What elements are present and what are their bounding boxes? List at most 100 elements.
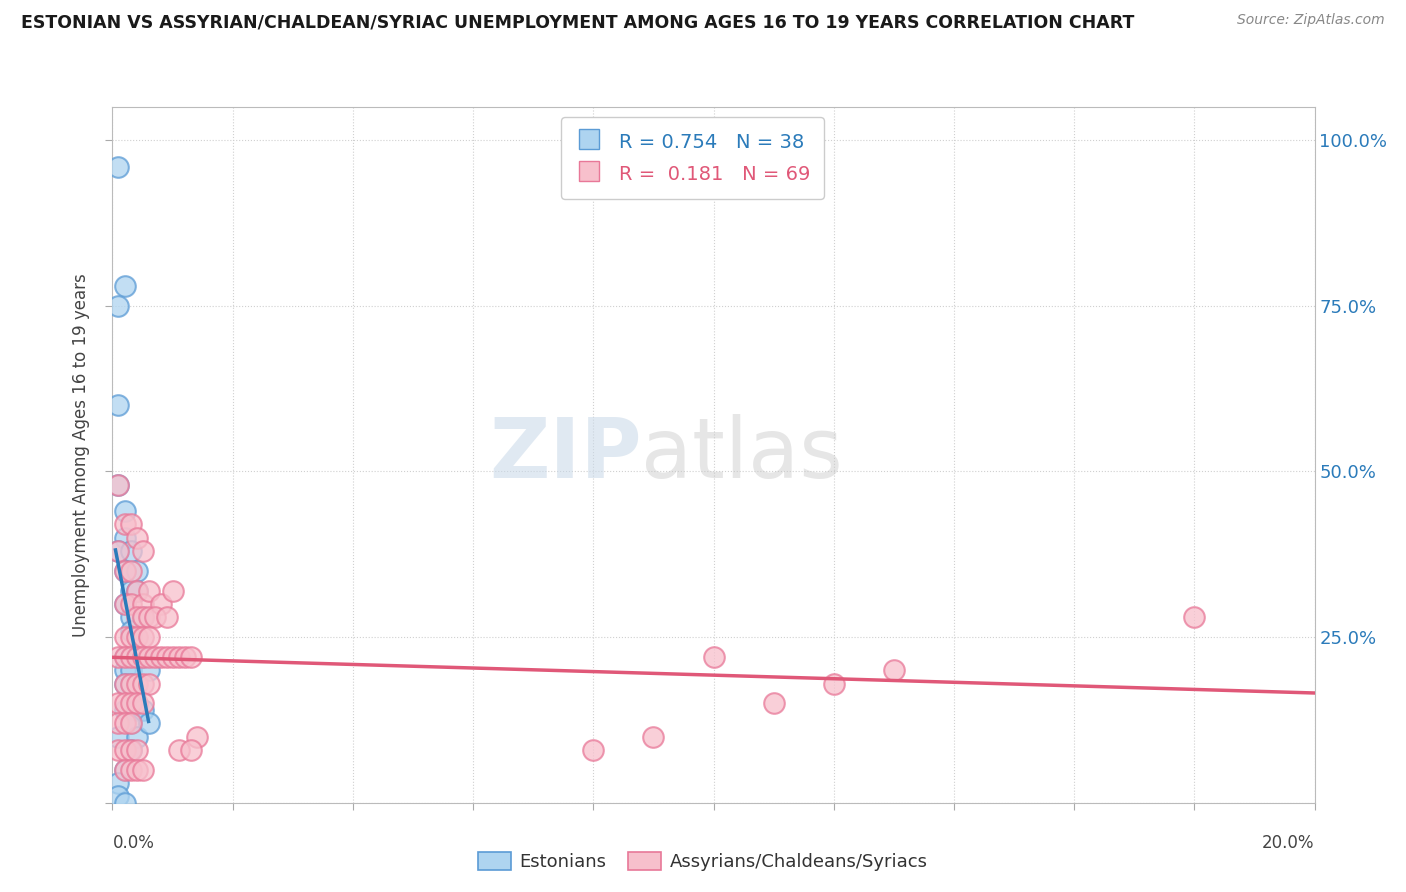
Point [125,583,148,598]
Point [155,650,177,665]
Point [120,624,142,638]
Point [120,716,142,731]
Point [120,544,142,558]
Point [125,630,148,644]
Point [107,160,129,174]
Text: 0.0%: 0.0% [112,834,155,852]
Point [582,743,605,757]
Point [120,663,142,677]
Point [107,730,129,744]
Point [762,697,785,711]
Point [125,763,148,777]
Point [131,610,153,624]
Text: ZIP: ZIP [489,415,641,495]
Point [173,650,195,665]
Point [107,716,129,731]
Point [125,743,148,757]
Point [186,730,208,744]
Point [155,610,177,624]
Point [131,630,153,644]
Point [114,531,136,545]
Point [167,743,190,757]
Point [107,477,129,491]
Point [107,789,129,804]
Point [114,663,136,677]
Point [125,676,148,690]
Point [120,583,142,598]
Point [131,676,153,690]
Text: atlas: atlas [641,415,844,495]
Point [120,676,142,690]
Point [131,650,153,665]
Point [114,650,136,665]
Point [131,763,153,777]
Point [114,716,136,731]
Text: ESTONIAN VS ASSYRIAN/CHALDEAN/SYRIAC UNEMPLOYMENT AMONG AGES 16 TO 19 YEARS CORR: ESTONIAN VS ASSYRIAN/CHALDEAN/SYRIAC UNE… [21,13,1135,31]
Point [120,650,142,665]
Point [167,650,190,665]
Point [114,279,136,293]
Point [125,610,148,624]
Point [883,663,905,677]
Point [114,597,136,611]
Text: Source: ZipAtlas.com: Source: ZipAtlas.com [1237,13,1385,28]
Point [138,583,160,598]
Point [114,743,136,757]
Point [120,716,142,731]
Point [107,544,129,558]
Point [125,650,148,665]
Point [107,544,129,558]
Point [107,776,129,790]
Point [131,597,153,611]
Point [162,650,184,665]
Point [114,697,136,711]
Point [149,650,172,665]
Point [131,610,153,624]
Point [1184,610,1206,624]
Point [120,743,142,757]
Point [138,630,160,644]
Point [120,763,142,777]
Point [149,597,172,611]
Point [138,663,160,677]
Point [107,398,129,412]
Point [180,743,202,757]
Point [114,630,136,644]
Point [143,650,166,665]
Point [114,597,136,611]
Point [138,716,160,731]
Point [823,676,845,690]
Point [125,650,148,665]
Point [114,763,136,777]
Point [114,504,136,518]
Point [107,650,129,665]
Point [702,650,725,665]
Point [643,730,665,744]
Point [107,299,129,313]
Legend: Estonians, Assyrians/Chaldeans/Syriacs: Estonians, Assyrians/Chaldeans/Syriacs [471,845,935,879]
Point [125,531,148,545]
Point [107,697,129,711]
Point [114,796,136,810]
Point [114,676,136,690]
Point [125,730,148,744]
Point [138,650,160,665]
Point [162,583,184,598]
Point [143,610,166,624]
Point [120,564,142,578]
Point [120,610,142,624]
Point [114,763,136,777]
Point [120,676,142,690]
Point [125,697,148,711]
Point [138,676,160,690]
Point [131,544,153,558]
Point [107,477,129,491]
Point [125,703,148,717]
Point [114,650,136,665]
Point [120,597,142,611]
Point [114,703,136,717]
Point [114,564,136,578]
Point [120,630,142,644]
Point [138,610,160,624]
Point [125,583,148,598]
